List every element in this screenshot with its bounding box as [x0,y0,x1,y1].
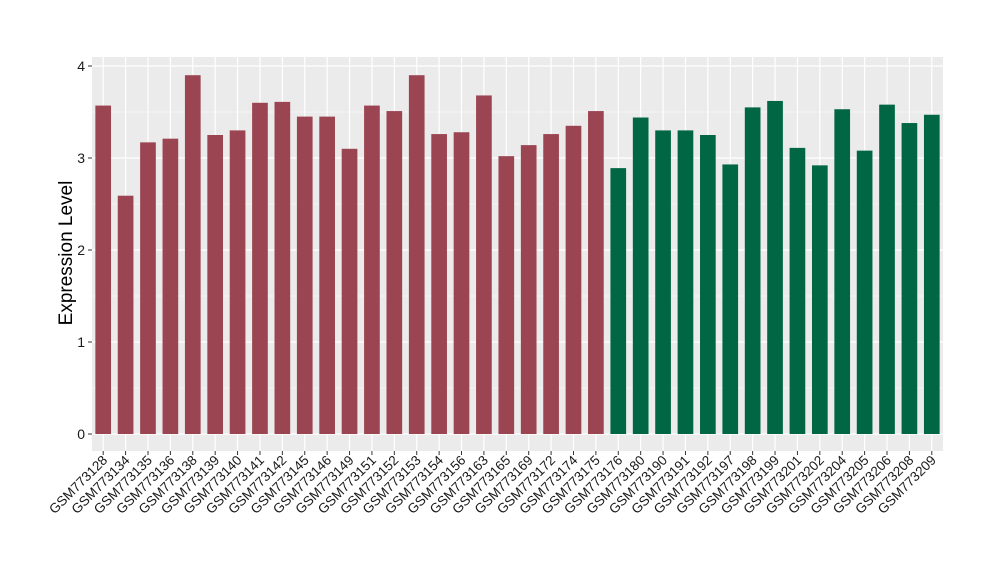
bar-GSM773192 [700,135,716,434]
bar-GSM773138 [184,75,201,434]
bar-GSM773149 [341,148,358,435]
bar-GSM773199 [767,100,783,435]
bar-GSM773142 [274,101,291,434]
bar-GSM773128 [95,105,112,434]
bar-GSM773134 [117,195,134,434]
bar-GSM773208 [901,123,918,434]
y-axis: 0 1 2 3 4 [77,58,92,442]
bar-GSM773180 [632,117,649,435]
bars [95,75,940,435]
bar-GSM773190 [655,130,671,434]
y-tick-label: 3 [77,150,85,166]
y-tick-label: 4 [77,58,85,74]
bar-GSM773146 [319,116,335,434]
bar-GSM773156 [453,132,470,435]
bar-GSM773145 [296,116,313,434]
bar-GSM773202 [811,165,828,435]
bar-GSM773136 [162,138,179,434]
bar-GSM773204 [834,109,851,435]
bar-GSM773151 [364,105,380,434]
bar-GSM773141 [252,102,268,435]
bar-GSM773165 [498,156,515,434]
y-tick-label: 0 [77,426,85,442]
bar-GSM773198 [744,107,761,435]
y-tick-label: 2 [77,242,85,258]
bar-GSM773197 [722,164,739,434]
bar-GSM773191 [677,130,694,434]
bar-GSM773135 [140,142,156,435]
x-axis: GSM773128GSM773134GSM773135GSM773136GSM7… [46,451,939,517]
bar-GSM773205 [856,150,873,434]
bar-GSM773140 [229,130,246,434]
bar-GSM773174 [565,125,582,435]
bar-GSM773154 [431,134,447,434]
bar-GSM773172 [543,134,559,434]
bar-GSM773206 [879,104,895,434]
bar-GSM773169 [520,145,537,434]
bar-GSM773153 [408,75,425,434]
y-tick-label: 1 [77,334,85,350]
bar-GSM773152 [386,111,403,434]
bar-GSM773209 [923,114,940,434]
bar-GSM773175 [588,111,604,434]
bar-GSM773139 [207,135,224,434]
y-axis-label: Expression Level [56,181,77,326]
bar-GSM773163 [476,95,492,434]
bar-GSM773201 [789,147,806,434]
bar-GSM773176 [610,168,627,434]
